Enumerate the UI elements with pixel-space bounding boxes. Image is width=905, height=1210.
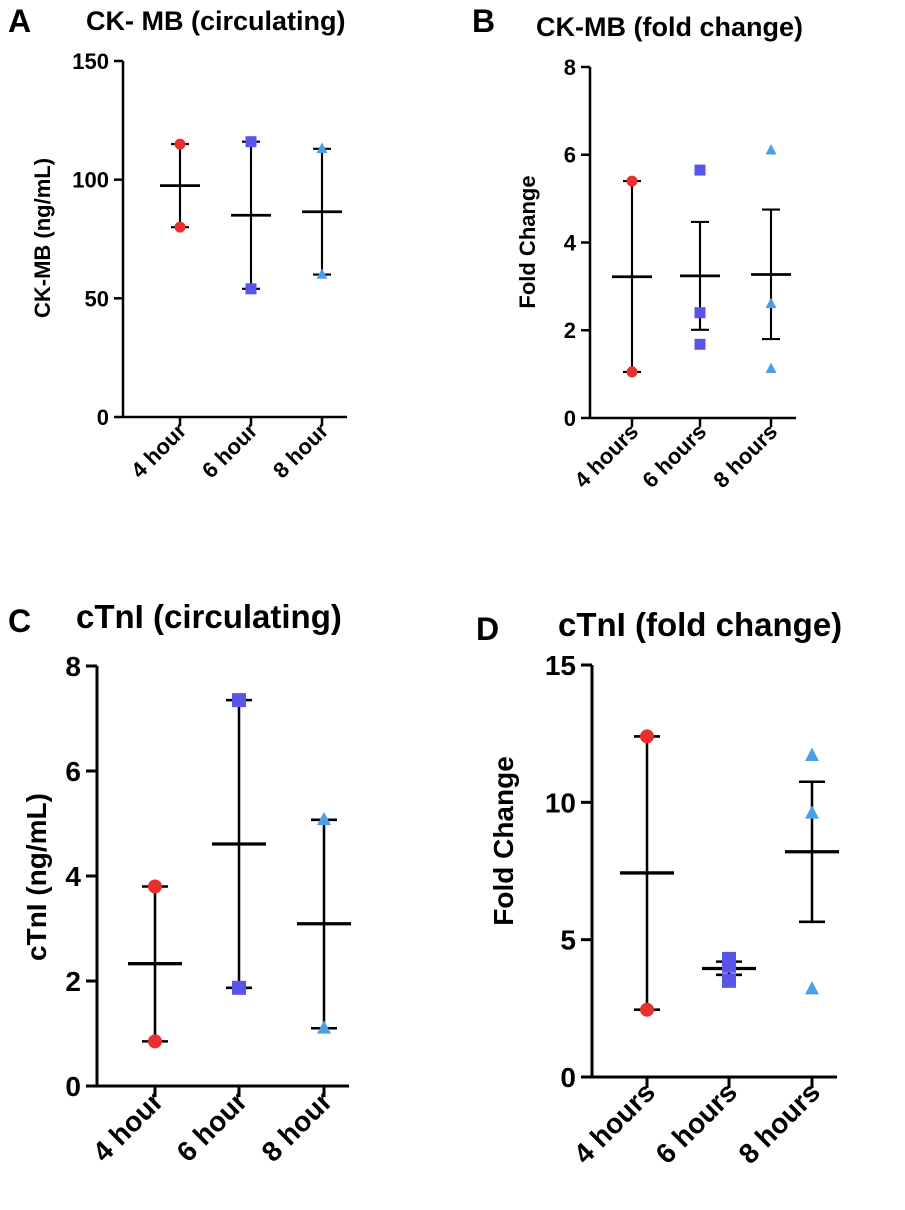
data-point-triangle — [805, 981, 819, 995]
panel-a: A CK- MB (circulating) CK-MB (ng/mL) 0 50… — [8, 3, 347, 483]
data-point-square — [232, 693, 246, 708]
x-category-label: 6 hour — [197, 418, 263, 484]
data-point-triangle — [765, 144, 777, 155]
x-category-label: 6 hours — [650, 1076, 743, 1169]
data-point-square — [245, 136, 257, 148]
data-point-triangle — [805, 747, 819, 761]
data-point-triangle — [317, 1020, 331, 1034]
chart-title-c: cTnI (circulating) — [76, 598, 342, 635]
panel-label-c: C — [8, 603, 31, 639]
plot-area-c: 0 2 4 6 8 4 hour 6 hour 8 hour — [65, 651, 351, 1168]
data-point-circle — [640, 1002, 654, 1017]
data-point-circle — [174, 138, 186, 150]
data-point-square — [722, 973, 736, 988]
data-point-triangle — [316, 142, 328, 153]
x-category-label: 8 hour — [256, 1085, 338, 1167]
data-point-triangle — [805, 805, 819, 819]
panel-d: D cTnI (fold change) Fold Change 0 5 10 15 4… — [476, 606, 842, 1170]
y-tick-label: 50 — [85, 286, 109, 311]
x-category-label: 4 hours — [569, 419, 643, 493]
x-category-label: 8 hours — [708, 419, 782, 493]
y-tick-label: 4 — [65, 861, 81, 892]
x-category-label: 8 hour — [268, 418, 334, 484]
panel-label-b: B — [472, 3, 495, 39]
y-tick-label: 0 — [560, 1062, 576, 1093]
y-tick-label: 150 — [72, 49, 109, 74]
data-point-triangle — [316, 268, 328, 279]
y-axis-label-d: Fold Change — [488, 756, 519, 926]
y-axis-label-a: CK-MB (ng/mL) — [30, 158, 55, 318]
y-tick-label: 8 — [65, 651, 81, 682]
y-tick-label: 2 — [564, 318, 576, 343]
plot-area-a: 0 50 100 150 4 hour 6 hour 8 hour — [72, 49, 347, 483]
x-category-label: 4 hour — [87, 1085, 169, 1167]
y-tick-label: 10 — [545, 787, 576, 818]
x-category-label: 4 hour — [126, 418, 192, 484]
x-category-label: 8 hours — [733, 1076, 826, 1169]
y-tick-label: 0 — [564, 406, 576, 431]
panel-label-a: A — [8, 3, 31, 39]
y-tick-label: 2 — [65, 966, 81, 997]
data-point-square — [245, 283, 257, 295]
data-point-triangle — [765, 297, 777, 309]
data-point-circle — [626, 366, 638, 378]
y-tick-label: 100 — [72, 168, 109, 193]
data-point-circle — [640, 729, 654, 744]
data-point-square — [232, 980, 246, 995]
panel-b: B CK-MB (fold change) Fold Change 0 2 4 6 8 4… — [472, 3, 803, 493]
y-axis-label-b: Fold Change — [515, 175, 540, 308]
y-tick-label: 6 — [564, 143, 576, 168]
data-point-square — [694, 164, 706, 176]
y-tick-label: 15 — [545, 650, 576, 681]
y-tick-label: 4 — [564, 230, 577, 255]
x-category-label: 6 hours — [637, 419, 711, 493]
chart-title-a: CK- MB (circulating) — [86, 6, 346, 36]
panel-c: C cTnI (circulating) cTnI (ng/mL) 0 2 4 6 8 4… — [8, 598, 351, 1168]
y-tick-label: 0 — [97, 405, 109, 430]
data-point-square — [694, 338, 706, 350]
data-point-square — [722, 958, 736, 973]
y-tick-label: 8 — [564, 55, 576, 80]
data-point-circle — [174, 221, 186, 233]
data-point-circle — [148, 1034, 162, 1049]
data-point-square — [694, 307, 706, 319]
data-point-triangle — [765, 362, 777, 374]
data-point-triangle — [317, 811, 331, 826]
chart-title-d: cTnI (fold change) — [558, 606, 842, 643]
x-category-label: 4 hours — [568, 1076, 661, 1169]
panel-label-d: D — [476, 611, 499, 647]
data-point-circle — [626, 175, 638, 187]
chart-title-b: CK-MB (fold change) — [536, 12, 803, 42]
y-tick-label: 5 — [560, 925, 576, 956]
y-axis-label-c: cTnI (ng/mL) — [21, 793, 52, 961]
y-tick-label: 6 — [65, 756, 81, 787]
data-point-circle — [148, 879, 162, 894]
x-category-label: 6 hour — [171, 1085, 253, 1167]
y-tick-label: 0 — [65, 1071, 81, 1102]
